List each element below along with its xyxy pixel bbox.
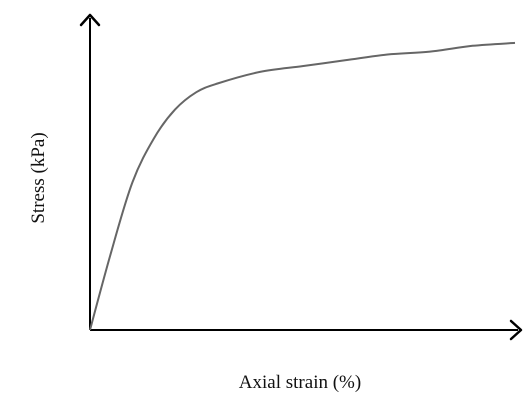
x-axis-label: Axial strain (%) xyxy=(239,372,361,393)
y-axis-arrowhead xyxy=(79,13,101,27)
x-axis-arrowhead xyxy=(509,319,523,341)
stress-strain-curve xyxy=(89,41,516,331)
y-axis-label: Stress (kPa) xyxy=(28,132,49,223)
axes xyxy=(79,13,523,341)
